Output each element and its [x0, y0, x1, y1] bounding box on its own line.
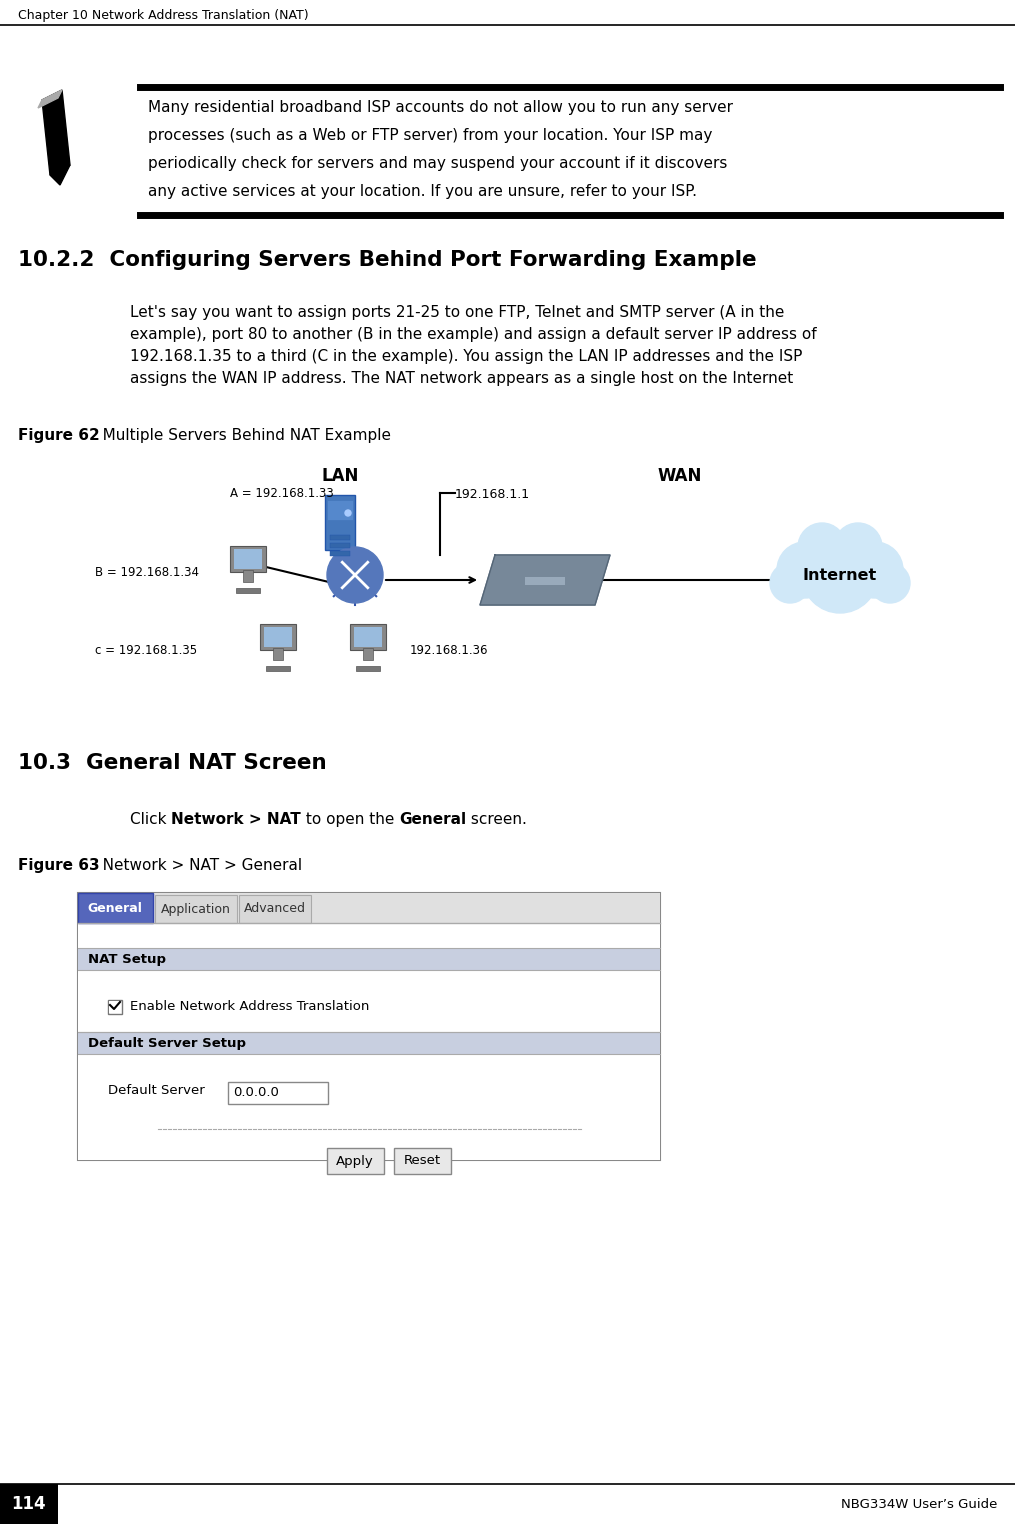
- Polygon shape: [42, 90, 70, 175]
- FancyBboxPatch shape: [273, 648, 283, 660]
- Text: Reset: Reset: [403, 1155, 441, 1167]
- FancyBboxPatch shape: [228, 1082, 328, 1103]
- Text: A = 192.168.1.33: A = 192.168.1.33: [230, 488, 334, 500]
- Text: Multiple Servers Behind NAT Example: Multiple Servers Behind NAT Example: [88, 428, 391, 443]
- Text: screen.: screen.: [467, 812, 528, 828]
- Circle shape: [777, 543, 833, 597]
- FancyBboxPatch shape: [78, 456, 960, 718]
- Text: Network > NAT: Network > NAT: [172, 812, 301, 828]
- FancyBboxPatch shape: [155, 895, 236, 924]
- Text: Default Server: Default Server: [108, 1084, 205, 1096]
- FancyBboxPatch shape: [356, 666, 380, 671]
- FancyBboxPatch shape: [350, 623, 386, 651]
- Text: c = 192.168.1.35: c = 192.168.1.35: [95, 643, 197, 657]
- Polygon shape: [38, 90, 62, 108]
- FancyBboxPatch shape: [78, 948, 660, 969]
- FancyBboxPatch shape: [354, 626, 382, 648]
- Text: assigns the WAN IP address. The NAT network appears as a single host on the Inte: assigns the WAN IP address. The NAT netw…: [130, 370, 794, 386]
- Text: Click: Click: [130, 812, 172, 828]
- Text: 192.168.1.35 to a third (C in the example). You assign the LAN IP addresses and : 192.168.1.35 to a third (C in the exampl…: [130, 349, 803, 364]
- Text: Many residential broadband ISP accounts do not allow you to run any server: Many residential broadband ISP accounts …: [148, 101, 733, 114]
- FancyBboxPatch shape: [266, 666, 290, 671]
- Text: NAT Setup: NAT Setup: [88, 952, 166, 966]
- Circle shape: [327, 547, 383, 604]
- Text: Figure 62: Figure 62: [18, 428, 99, 443]
- FancyBboxPatch shape: [525, 578, 565, 585]
- FancyBboxPatch shape: [239, 895, 311, 924]
- Text: LAN: LAN: [322, 466, 358, 485]
- Text: 192.168.1.36: 192.168.1.36: [410, 643, 488, 657]
- FancyBboxPatch shape: [243, 570, 253, 582]
- Circle shape: [798, 523, 845, 572]
- FancyBboxPatch shape: [108, 1000, 122, 1013]
- Circle shape: [870, 562, 910, 604]
- FancyBboxPatch shape: [78, 893, 660, 1160]
- FancyBboxPatch shape: [78, 1032, 660, 1055]
- Circle shape: [770, 562, 810, 604]
- FancyBboxPatch shape: [78, 924, 660, 1160]
- Text: any active services at your location. If you are unsure, refer to your ISP.: any active services at your location. If…: [148, 184, 697, 200]
- FancyBboxPatch shape: [236, 588, 260, 593]
- Text: Chapter 10 Network Address Translation (NAT): Chapter 10 Network Address Translation (…: [18, 9, 309, 21]
- FancyBboxPatch shape: [394, 1148, 451, 1173]
- FancyBboxPatch shape: [234, 549, 262, 568]
- Text: Enable Network Address Translation: Enable Network Address Translation: [130, 1000, 369, 1013]
- Text: 10.2.2  Configuring Servers Behind Port Forwarding Example: 10.2.2 Configuring Servers Behind Port F…: [18, 250, 756, 270]
- Text: Apply: Apply: [336, 1155, 374, 1167]
- Text: Internet: Internet: [803, 567, 877, 582]
- Text: WAN: WAN: [658, 466, 702, 485]
- Text: Let's say you want to assign ports 21-25 to one FTP, Telnet and SMTP server (A i: Let's say you want to assign ports 21-25…: [130, 305, 785, 320]
- Text: Figure 63: Figure 63: [18, 858, 99, 873]
- FancyBboxPatch shape: [330, 552, 350, 556]
- FancyBboxPatch shape: [327, 500, 353, 520]
- FancyBboxPatch shape: [78, 893, 153, 924]
- Text: example), port 80 to another (B in the example) and assign a default server IP a: example), port 80 to another (B in the e…: [130, 328, 817, 341]
- Text: Advanced: Advanced: [244, 902, 306, 916]
- Text: to open the: to open the: [301, 812, 399, 828]
- FancyBboxPatch shape: [109, 1001, 121, 1013]
- Text: processes (such as a Web or FTP server) from your location. Your ISP may: processes (such as a Web or FTP server) …: [148, 128, 713, 143]
- FancyBboxPatch shape: [330, 543, 350, 549]
- FancyBboxPatch shape: [327, 1148, 384, 1173]
- Circle shape: [847, 543, 903, 597]
- FancyBboxPatch shape: [780, 575, 900, 597]
- Circle shape: [802, 536, 878, 613]
- Text: Network > NAT > General: Network > NAT > General: [88, 858, 302, 873]
- Polygon shape: [50, 165, 70, 184]
- FancyBboxPatch shape: [264, 626, 292, 648]
- FancyBboxPatch shape: [78, 893, 660, 924]
- Text: periodically check for servers and may suspend your account if it discovers: periodically check for servers and may s…: [148, 155, 728, 171]
- FancyBboxPatch shape: [325, 495, 355, 550]
- FancyBboxPatch shape: [330, 535, 350, 539]
- Circle shape: [345, 511, 351, 517]
- Text: Default Server Setup: Default Server Setup: [88, 1036, 246, 1050]
- Text: 0.0.0.0: 0.0.0.0: [233, 1087, 279, 1099]
- FancyBboxPatch shape: [230, 546, 266, 572]
- Text: 10.3  General NAT Screen: 10.3 General NAT Screen: [18, 753, 327, 773]
- Text: 114: 114: [12, 1495, 47, 1513]
- Text: 192.168.1.1: 192.168.1.1: [455, 489, 530, 501]
- Polygon shape: [480, 555, 610, 605]
- Text: General: General: [399, 812, 467, 828]
- FancyBboxPatch shape: [0, 1484, 58, 1524]
- Text: Application: Application: [161, 902, 231, 916]
- Text: NBG334W User’s Guide: NBG334W User’s Guide: [840, 1498, 997, 1510]
- FancyBboxPatch shape: [260, 623, 296, 651]
- Circle shape: [834, 523, 882, 572]
- Text: General: General: [87, 902, 142, 914]
- Text: B = 192.168.1.34: B = 192.168.1.34: [95, 565, 199, 579]
- FancyBboxPatch shape: [363, 648, 373, 660]
